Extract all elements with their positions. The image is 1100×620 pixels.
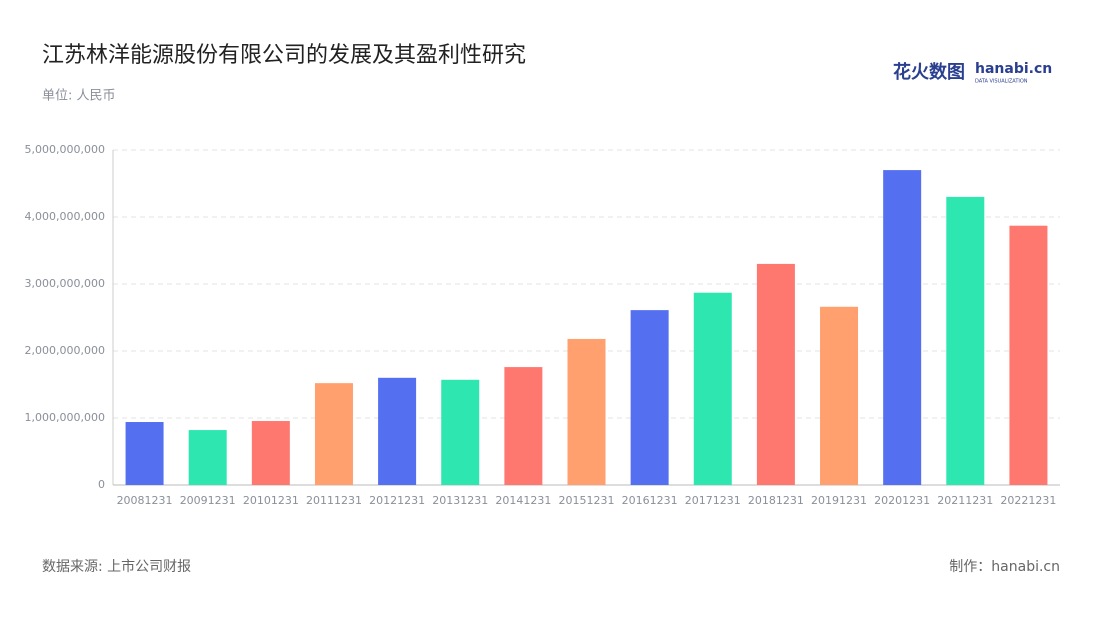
chart-subtitle: 单位: 人民币 bbox=[42, 89, 116, 104]
y-tick-label: 3,000,000,000 bbox=[25, 277, 105, 290]
bar bbox=[378, 377, 417, 485]
x-tick-label: 20151231 bbox=[559, 494, 615, 507]
y-tick-label: 5,000,000,000 bbox=[25, 143, 105, 156]
y-tick-label: 4,000,000,000 bbox=[25, 210, 105, 223]
bar bbox=[251, 421, 290, 485]
y-tick-label: 1,000,000,000 bbox=[25, 411, 105, 424]
logo-tagline: DATA VISUALIZATION bbox=[975, 79, 1028, 85]
bar bbox=[693, 292, 732, 485]
x-tick-label: 20181231 bbox=[748, 494, 804, 507]
x-tick-label: 20191231 bbox=[811, 494, 867, 507]
bar bbox=[1009, 225, 1048, 485]
bar bbox=[188, 430, 227, 485]
bar bbox=[567, 338, 606, 485]
bar bbox=[314, 383, 353, 485]
bar bbox=[883, 170, 922, 485]
bar bbox=[630, 310, 669, 485]
y-tick-label: 2,000,000,000 bbox=[25, 344, 105, 357]
source: 数据来源: 上市公司财报 bbox=[42, 558, 191, 575]
x-tick-label: 20141231 bbox=[495, 494, 551, 507]
x-tick-label: 20211231 bbox=[937, 494, 993, 507]
bar bbox=[946, 196, 985, 485]
x-tick-label: 20091231 bbox=[180, 494, 236, 507]
x-tick-label: 20121231 bbox=[369, 494, 425, 507]
x-tick-label: 20111231 bbox=[306, 494, 362, 507]
bar bbox=[441, 379, 480, 485]
y-tick-label: 0 bbox=[98, 478, 105, 491]
bar bbox=[756, 263, 795, 485]
x-tick-label: 20171231 bbox=[685, 494, 741, 507]
x-tick-label: 20201231 bbox=[874, 494, 930, 507]
bar bbox=[125, 422, 164, 485]
bar bbox=[820, 306, 859, 485]
x-tick-label: 20161231 bbox=[622, 494, 678, 507]
x-tick-label: 20131231 bbox=[432, 494, 488, 507]
x-tick-label: 20101231 bbox=[243, 494, 299, 507]
x-tick-label: 20081231 bbox=[117, 494, 173, 507]
credit: 制作：hanabi.cn bbox=[949, 559, 1060, 575]
bar bbox=[504, 367, 543, 485]
chart-title: 江苏林洋能源股份有限公司的发展及其盈利性研究 bbox=[42, 43, 526, 68]
x-tick-label: 20221231 bbox=[1000, 494, 1056, 507]
logo-name: 花火数图 bbox=[893, 61, 965, 83]
logo-site: hanabi.cn bbox=[975, 61, 1052, 77]
